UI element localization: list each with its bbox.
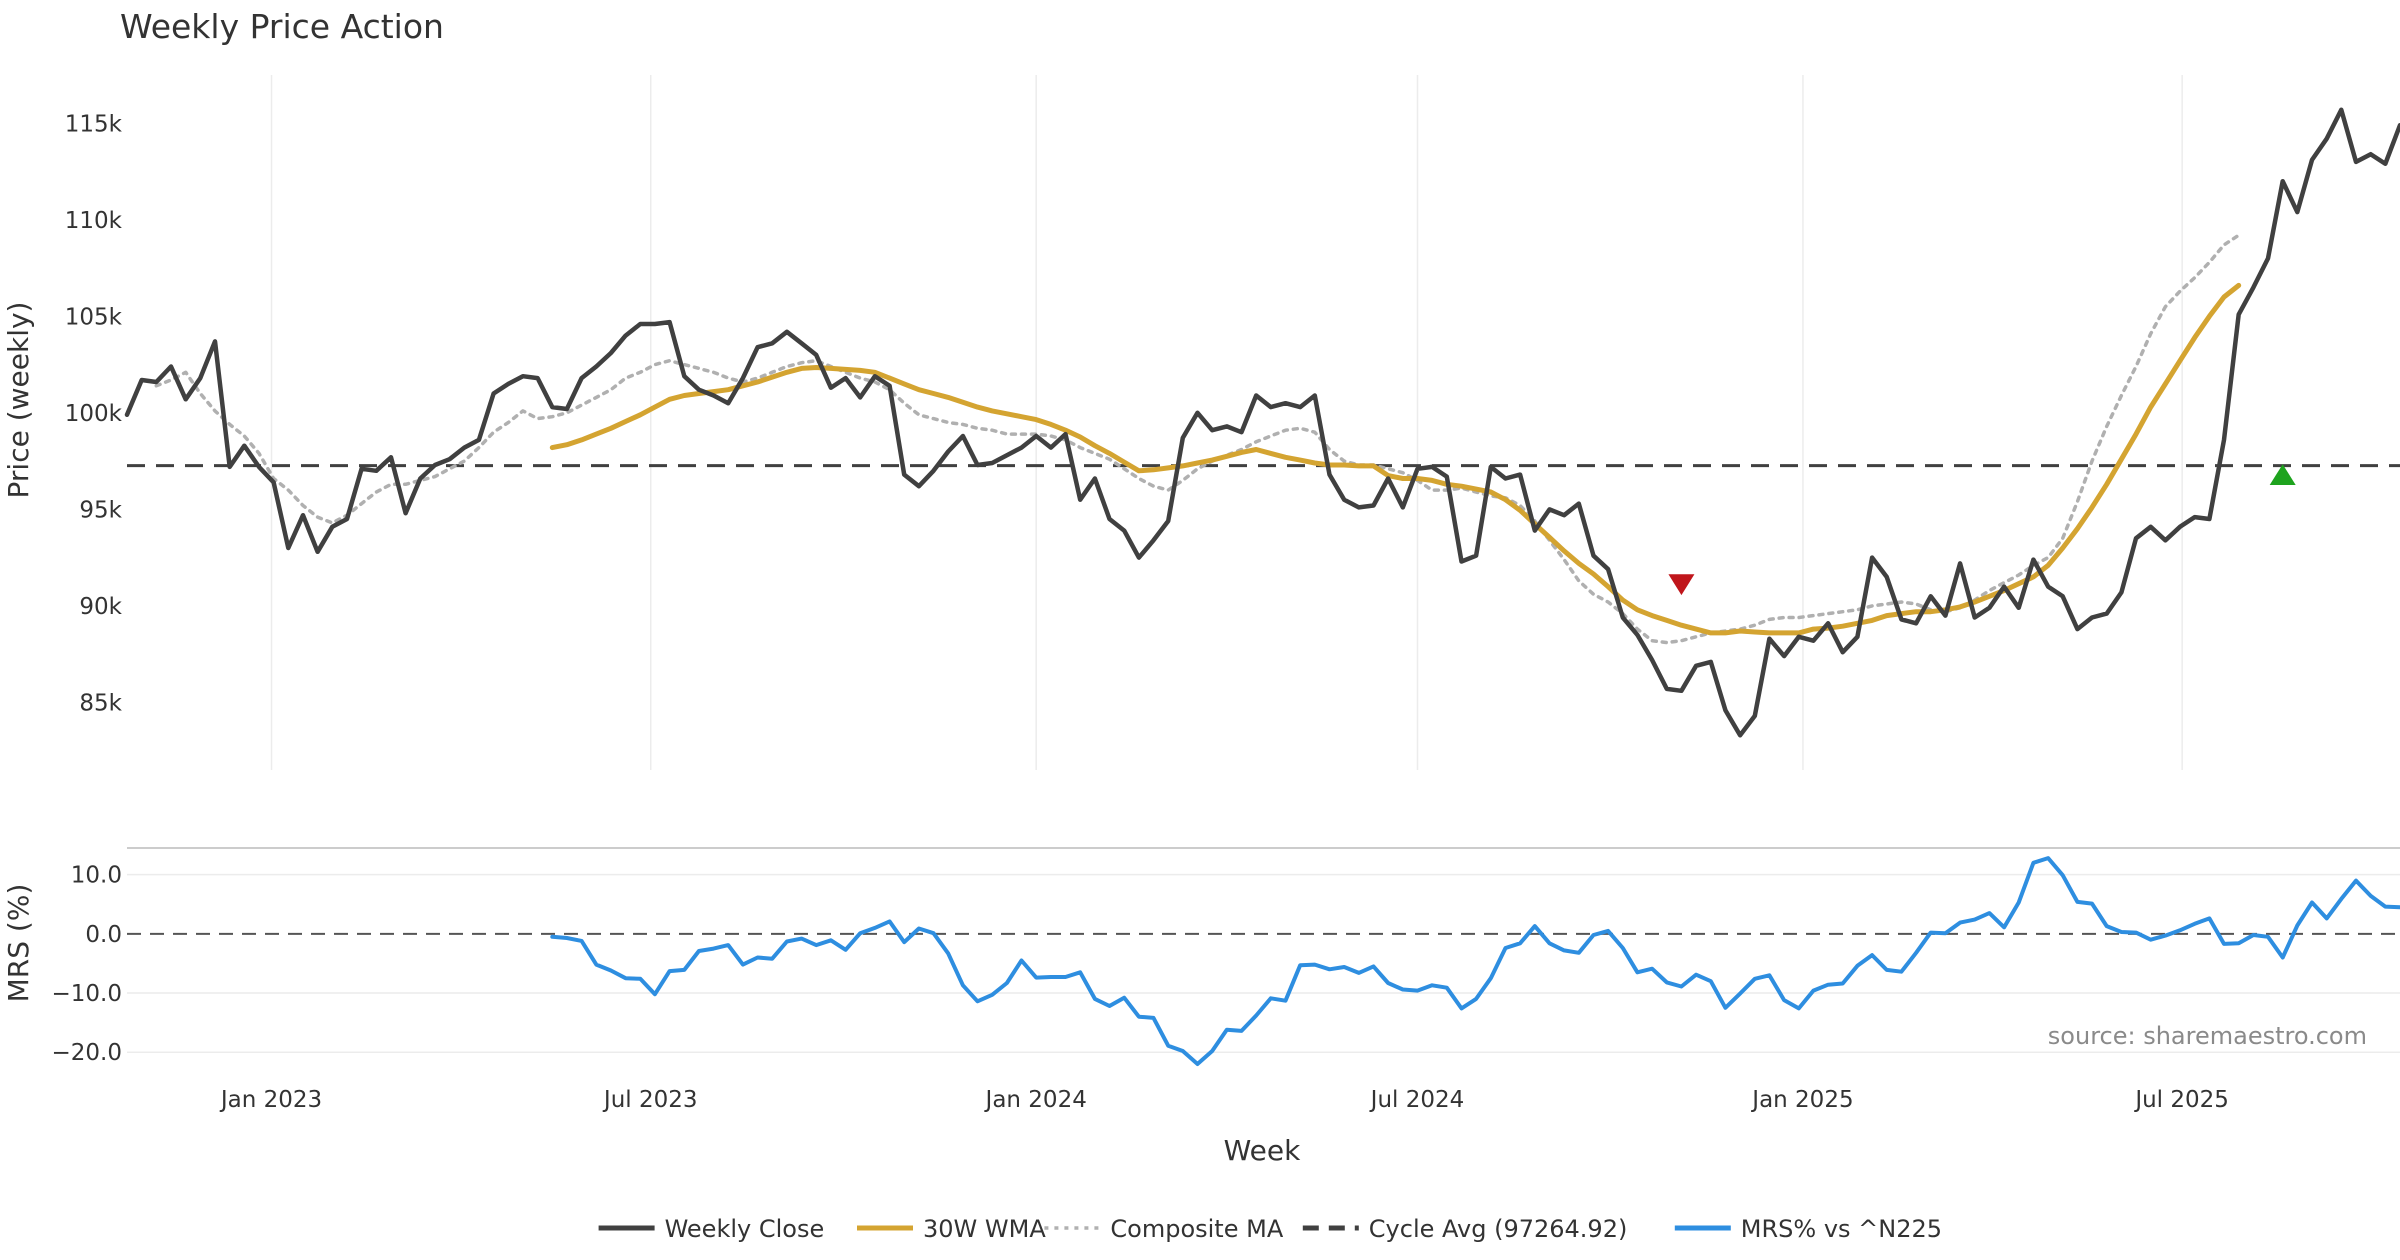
series-layer bbox=[124, 107, 2400, 1066]
x-tick-label-jan-2025: Jan 2025 bbox=[1750, 1087, 1853, 1113]
series-30w-wma bbox=[549, 282, 2242, 636]
legend-item-cycle-avg-97264-92: Cycle Avg (97264.92) bbox=[1302, 1215, 1628, 1243]
grid-layer bbox=[127, 75, 2400, 1053]
price-tick-label-85k: 85k bbox=[79, 690, 122, 716]
legend-label: Composite MA bbox=[1110, 1215, 1283, 1243]
x-axis-label: Week bbox=[1224, 1134, 1301, 1167]
legend-item-weekly-close: Weekly Close bbox=[598, 1215, 825, 1243]
legend-label: Weekly Close bbox=[665, 1215, 825, 1243]
series-weekly-close bbox=[124, 107, 2400, 738]
legend-item-composite-ma: Composite MA bbox=[1044, 1215, 1284, 1243]
buy-signal-marker bbox=[2269, 464, 2296, 486]
sell-signal-marker bbox=[1668, 574, 1695, 596]
x-tick-label-jan-2024: Jan 2024 bbox=[984, 1087, 1087, 1113]
series-composite-ma bbox=[154, 233, 2241, 645]
legend-label: Cycle Avg (97264.92) bbox=[1369, 1215, 1628, 1243]
series-mrs bbox=[550, 856, 2400, 1066]
price-y-axis: 85k 90k 95k 100k 105k 110k 115k bbox=[65, 111, 123, 716]
source-attribution: source: sharemaestro.com bbox=[2048, 1022, 2367, 1050]
x-tick-label-jul-2025: Jul 2025 bbox=[2133, 1087, 2229, 1113]
mrs-tick-label-10-0: 10.0 bbox=[71, 863, 122, 889]
x-tick-label-jan-2023: Jan 2023 bbox=[219, 1087, 322, 1113]
mrs-tick-label-20-0: −20.0 bbox=[52, 1040, 122, 1066]
x-axis: Jan 2023 Jul 2023 Jan 2024 Jul 2024 Jan 2025… bbox=[219, 1087, 2229, 1113]
price-y-axis-label: Price (weekly) bbox=[2, 302, 35, 499]
price-tick-label-100k: 100k bbox=[65, 401, 123, 427]
price-tick-label-115k: 115k bbox=[65, 111, 123, 137]
x-tick-label-jul-2024: Jul 2024 bbox=[1369, 1087, 1465, 1113]
signal-markers bbox=[1668, 464, 2296, 596]
legend-item-30w-wma: 30W WMA bbox=[857, 1215, 1046, 1243]
x-tick-label-jul-2023: Jul 2023 bbox=[602, 1087, 698, 1113]
legend-item-mrs-vs-n225: MRS% vs ^N225 bbox=[1674, 1215, 1942, 1243]
mrs-y-axis-label: MRS (%) bbox=[2, 884, 35, 1003]
chart-title: Weekly Price Action bbox=[120, 7, 444, 46]
price-tick-label-90k: 90k bbox=[79, 594, 122, 620]
legend-label: MRS% vs ^N225 bbox=[1741, 1215, 1942, 1243]
mrs-y-axis: 10.0 0.0 −10.0 −20.0 bbox=[52, 863, 122, 1067]
price-tick-label-105k: 105k bbox=[65, 304, 123, 330]
chart-legend: Weekly Close 30W WMA Composite MA Cycle Avg… bbox=[598, 1215, 1942, 1243]
mrs-tick-label-10-0: −10.0 bbox=[52, 981, 122, 1007]
mrs-tick-label-0-0: 0.0 bbox=[85, 922, 122, 948]
price-tick-label-110k: 110k bbox=[65, 208, 123, 234]
price-tick-label-95k: 95k bbox=[79, 497, 122, 523]
legend-label: 30W WMA bbox=[923, 1215, 1046, 1243]
